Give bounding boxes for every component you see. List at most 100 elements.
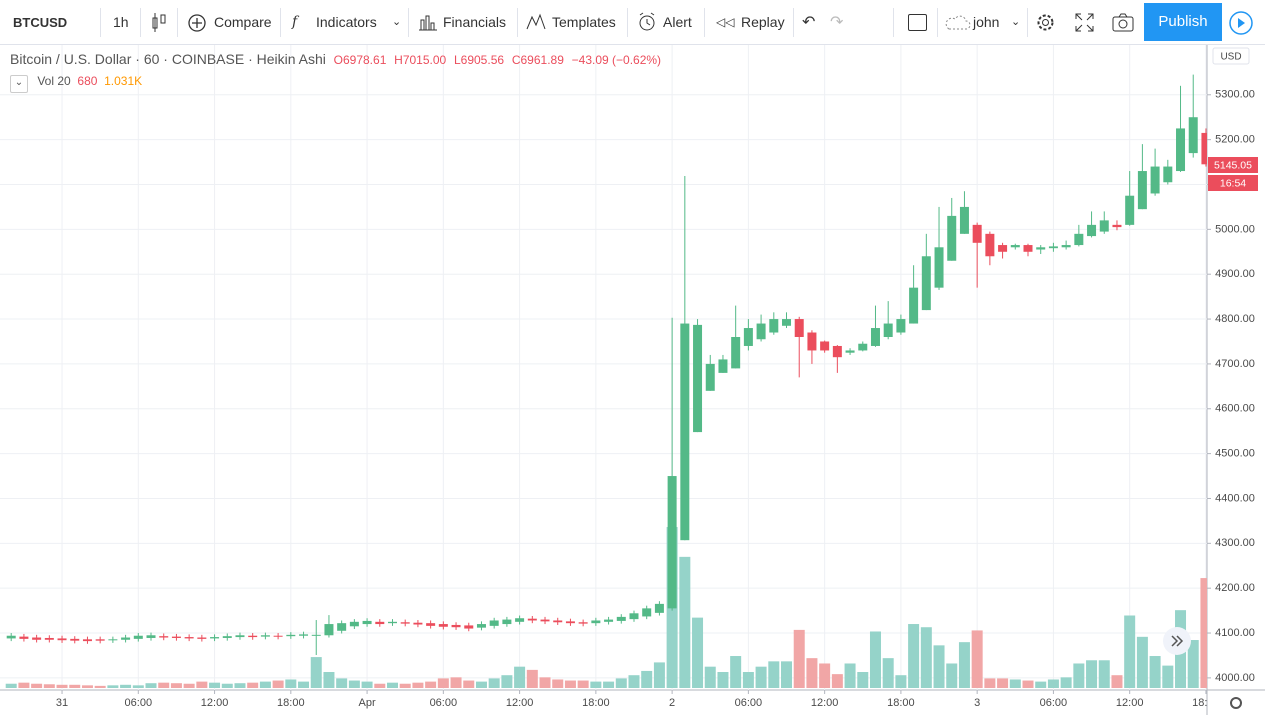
currency: USD [1220, 52, 1241, 63]
volume-bar [209, 682, 221, 688]
candle-body [248, 635, 258, 638]
volume-bar [120, 684, 132, 688]
alert-button[interactable]: Alert [663, 14, 692, 30]
volume-bar [132, 685, 144, 688]
legend-low: L6905.56 [453, 53, 505, 67]
candle-body [438, 624, 448, 627]
dropdown-arrow[interactable]: ⌄ [392, 16, 402, 28]
collapse-button[interactable]: ⌄ [10, 75, 28, 93]
candle-body [921, 256, 931, 311]
fullscreen-button[interactable] [1075, 13, 1094, 32]
compare-button[interactable]: Compare [214, 14, 272, 30]
financials-button[interactable]: Financials [443, 14, 507, 30]
volume-bar [692, 617, 704, 688]
candle-body [616, 616, 626, 621]
volume-legend: ⌄ Vol 20 680 1.031K [10, 74, 142, 93]
symbol[interactable]: BTCUSD [13, 15, 68, 30]
templates-button[interactable]: Templates [552, 14, 616, 30]
legend-open: O6978.61 [333, 53, 387, 67]
candle-body [769, 319, 779, 333]
volume-bar [526, 669, 538, 688]
candle-body [909, 287, 919, 324]
candle-body [197, 637, 207, 639]
volume-name: Vol 20 [37, 74, 71, 88]
indicators-button[interactable]: Indicators [316, 14, 377, 30]
x-tick-label: 06:00 [430, 697, 458, 709]
volume-bar [158, 682, 170, 688]
currency-box [1212, 47, 1250, 65]
candle-body [667, 476, 677, 609]
dropdown-arrow[interactable]: ⌄ [1011, 16, 1021, 28]
interval[interactable]: 1h [113, 14, 129, 30]
alert-icon [639, 12, 655, 31]
volume-bar [475, 681, 487, 688]
separator [627, 8, 628, 37]
separator [937, 8, 938, 37]
candle-body [375, 621, 385, 625]
volume-bar [781, 661, 793, 688]
legend-title: Bitcoin / U.S. Dollar · 60 · COINBASE · … [10, 51, 326, 67]
candle-body [820, 341, 830, 351]
candle-body [565, 621, 575, 624]
volume-bar [590, 681, 602, 688]
volume-bar [1022, 680, 1034, 688]
volume-bar [1187, 640, 1199, 688]
x-tick-label: 06:00 [1040, 697, 1068, 709]
undo[interactable]: ↶ [802, 14, 816, 31]
volume-bar [844, 663, 856, 688]
candle-body [388, 621, 397, 624]
volume-bar [488, 678, 500, 688]
stream-button[interactable] [1226, 9, 1256, 37]
volume-bars [5, 527, 1207, 688]
candle-body [591, 620, 601, 624]
volume-bar [806, 658, 818, 688]
redo[interactable]: ↷ [830, 14, 844, 31]
volume-bar [1124, 615, 1136, 688]
legend-close: C6961.89 [511, 53, 564, 67]
volume-bar [1098, 660, 1110, 688]
grid [0, 45, 1207, 690]
candle-body [553, 620, 563, 623]
volume-bar [272, 680, 284, 688]
x-tick-label: 12:00 [201, 697, 229, 709]
candle-body [19, 636, 29, 639]
settings-button[interactable] [1035, 12, 1056, 33]
volume-bar [552, 679, 564, 688]
snapshot-button[interactable] [1112, 13, 1134, 32]
volume-bar [946, 663, 958, 688]
candle-body [1048, 246, 1058, 249]
candle-body [260, 635, 270, 637]
cloud-icon [945, 15, 971, 30]
candle-body [807, 332, 817, 351]
candle-body [1061, 245, 1071, 248]
candle-body [349, 621, 359, 627]
replay-icon: ◁◁ [716, 15, 735, 29]
candle-body [756, 323, 766, 340]
candle-body [6, 635, 16, 639]
candle-body [1201, 132, 1207, 165]
y-tick-label: 4700.00 [1215, 358, 1255, 370]
volume-bar [170, 683, 182, 688]
candle-body [184, 637, 194, 639]
candle-body [476, 624, 486, 628]
candle-body [985, 233, 995, 257]
candle-body [1137, 171, 1147, 210]
chart-type-icon[interactable] [150, 12, 168, 34]
last-price: 5145.05 [1214, 159, 1252, 171]
settings-icon[interactable] [1230, 697, 1242, 709]
candle-body [680, 323, 690, 541]
x-tick-label: 18:00 [887, 697, 915, 709]
candle-body [629, 613, 639, 620]
candle-body [998, 245, 1008, 252]
volume-bar [564, 680, 576, 688]
candle-body [705, 363, 715, 391]
user[interactable]: john [973, 14, 1000, 30]
publish-button[interactable]: Publish [1144, 3, 1222, 41]
replay-button[interactable]: Replay [741, 14, 785, 30]
volume-bar [18, 682, 30, 688]
layout-button[interactable] [908, 14, 927, 31]
countdown: 16:54 [1220, 177, 1246, 189]
countdown-box [1208, 175, 1258, 191]
volume-bar [310, 657, 322, 688]
